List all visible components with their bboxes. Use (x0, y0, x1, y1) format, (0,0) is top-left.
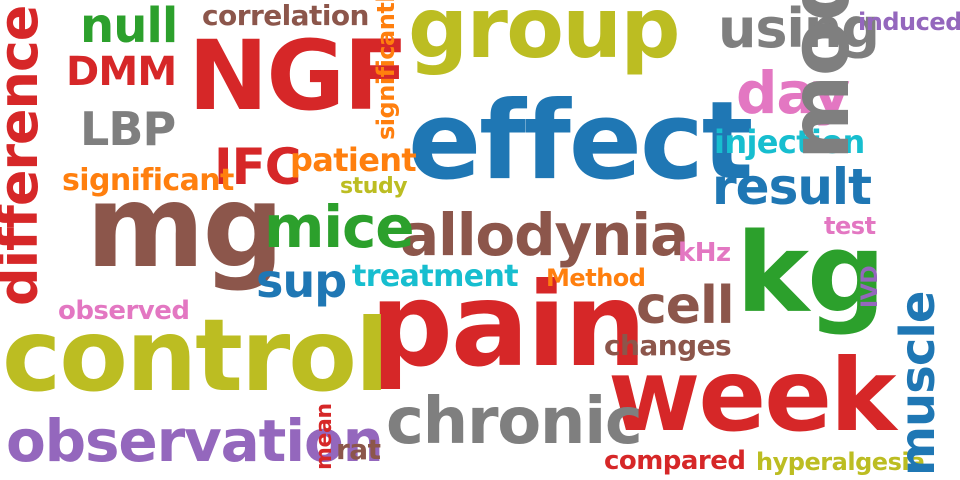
word-mean: mean (312, 403, 337, 470)
word-cell: cell (636, 276, 735, 336)
word-significant: significant (62, 163, 234, 198)
word-method: Method (546, 264, 646, 292)
word-compared: compared (604, 446, 746, 476)
word-dmm: DMM (66, 49, 177, 95)
word-test: test (824, 212, 876, 240)
word-group: group (408, 0, 680, 77)
word-observation: observation (6, 407, 384, 475)
word-pain: pain (370, 258, 647, 393)
word-induced: induced (858, 8, 960, 36)
word-rat: rat (336, 433, 381, 466)
word-ifc: IFC (214, 138, 301, 196)
word-result: result (712, 158, 872, 216)
word-observed: observed (58, 296, 190, 326)
word-ngf: NGF (188, 20, 409, 132)
word-lbp: LBP (80, 102, 176, 156)
word-mg: mg (86, 160, 284, 293)
word-muscle: muscle (890, 291, 946, 476)
word-correlation: correlation (202, 0, 369, 32)
word-chronic: chronic (386, 385, 643, 459)
word-ivd: IVD (858, 265, 883, 308)
word-control: control (2, 297, 389, 414)
word-model: model (773, 0, 868, 160)
word-kg: kg (736, 209, 886, 337)
word-treatment: treatment (352, 259, 519, 294)
word-significantly: significantly (372, 0, 400, 140)
word-day: day (736, 59, 850, 127)
word-sup: sup (256, 254, 347, 308)
word-study: study (340, 174, 408, 199)
word-mice: mice (264, 193, 415, 261)
word-week: week (608, 337, 897, 454)
word-khz: kHz (678, 238, 731, 268)
word-null: null (80, 0, 178, 54)
word-allodynia: allodynia (400, 201, 689, 269)
word-injection: injection (714, 123, 865, 161)
word-hyperalgesia: hyperalgesia (756, 448, 925, 476)
word-difference: difference (0, 5, 50, 306)
word-patient: patient (290, 141, 417, 179)
word-changes: changes (604, 329, 732, 362)
word-using: using (718, 0, 880, 60)
word-effect: effect (408, 79, 753, 204)
